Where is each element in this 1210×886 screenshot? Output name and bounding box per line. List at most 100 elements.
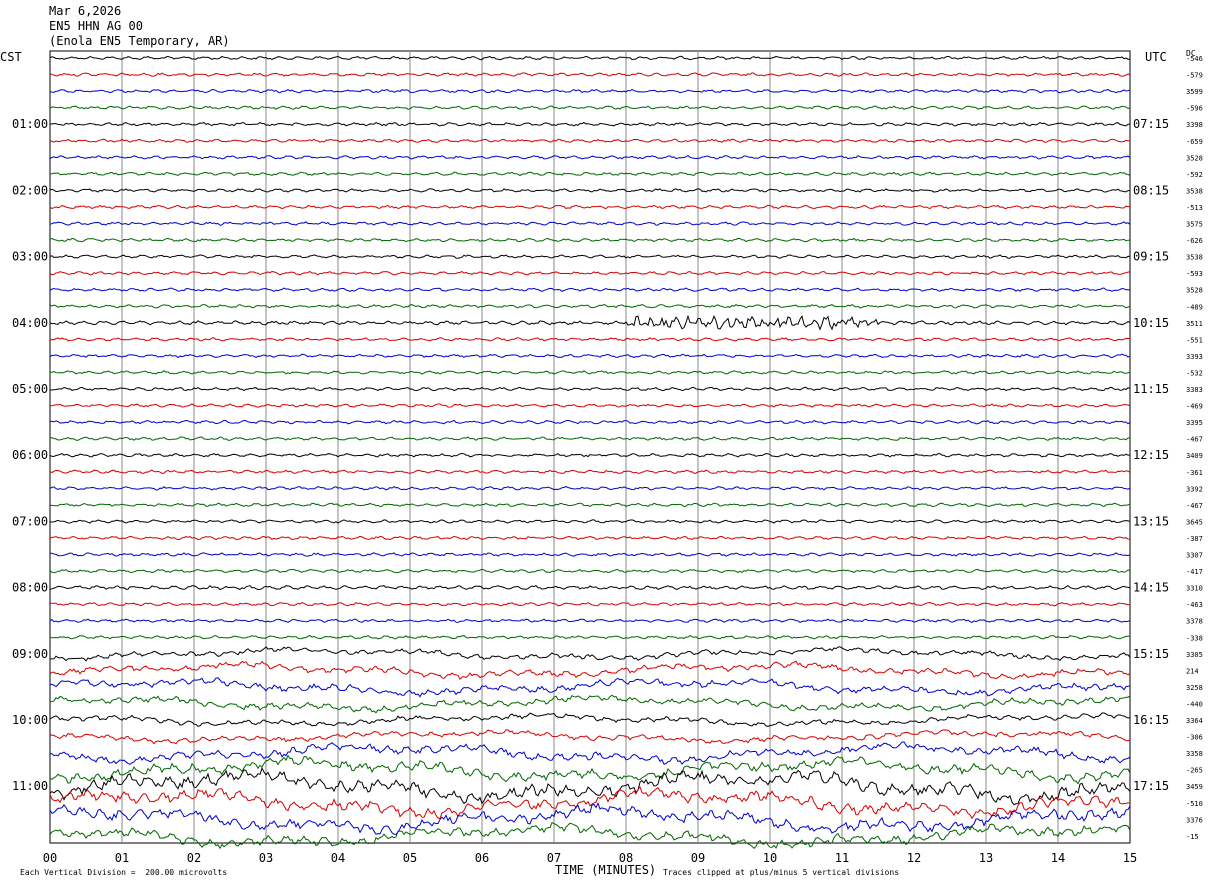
dc-offset-label: 3383: [1186, 386, 1203, 394]
trace-line: [49, 568, 1131, 574]
dc-offset-label: -467: [1186, 436, 1203, 444]
hour-label-left: 08:00: [12, 581, 48, 595]
x-axis-title: TIME (MINUTES): [555, 863, 657, 877]
trace-line: [49, 452, 1130, 458]
trace-line: [49, 601, 1131, 607]
dc-offset-label: 3575: [1186, 221, 1203, 229]
hour-label-left: 04:00: [12, 316, 48, 330]
dc-offset-label: -592: [1186, 171, 1203, 179]
hour-label-left: 09:00: [12, 647, 48, 661]
trace-line: [49, 303, 1131, 309]
x-tick-label: 09: [691, 851, 705, 865]
hour-label-right: 09:15: [1133, 250, 1169, 264]
hour-label-right: 12:15: [1133, 448, 1169, 462]
dc-offset-label: -265: [1186, 767, 1203, 775]
trace-line: [49, 552, 1131, 557]
dc-offset-label: 3398: [1186, 121, 1203, 129]
hour-label-left: 01:00: [12, 117, 48, 131]
trace-line: [50, 403, 1131, 408]
dc-label: DC: [1186, 49, 1196, 58]
dc-offset-label: -593: [1186, 270, 1203, 278]
dc-offset-label: -579: [1186, 72, 1203, 80]
dc-offset-label: 3395: [1186, 419, 1203, 427]
dc-offset-label: 3511: [1186, 320, 1203, 328]
dc-offset-label: 3310: [1186, 585, 1203, 593]
trace-line: [49, 171, 1131, 177]
dc-offset-label: -596: [1186, 105, 1203, 113]
dc-offset-label: -626: [1186, 237, 1203, 245]
hour-label-left: 02:00: [12, 183, 48, 197]
dc-offset-label: 3378: [1186, 618, 1203, 626]
dc-offset-label: -469: [1186, 403, 1203, 411]
x-tick-label: 14: [1051, 851, 1065, 865]
hour-label-left: 05:00: [12, 382, 48, 396]
trace-line: [49, 584, 1131, 591]
left-timezone-label: CST: [0, 50, 22, 64]
dc-offset-label: -546: [1186, 55, 1203, 63]
trace-line: [49, 469, 1131, 474]
hour-label-right: 14:15: [1133, 581, 1169, 595]
dc-offset-label: -513: [1186, 204, 1203, 212]
dc-offset-label: 3528: [1186, 154, 1203, 162]
trace-line: [49, 419, 1131, 425]
dc-offset-label: 3528: [1186, 287, 1203, 295]
dc-offset-label: 3364: [1186, 717, 1203, 725]
hour-label-right: 17:15: [1133, 779, 1169, 793]
trace-line: [49, 337, 1130, 342]
dc-offset-label: -338: [1186, 634, 1203, 642]
trace-line: [49, 754, 1131, 785]
footer-clip-note: Traces clipped at plus/minus 5 vertical …: [663, 868, 900, 877]
trace-line: [49, 801, 1131, 836]
trace-line: [49, 634, 1131, 640]
dc-offset-label: 3358: [1186, 750, 1203, 758]
trace-line: [49, 502, 1131, 508]
dc-offset-label: 3305: [1186, 651, 1203, 659]
trace-line: [49, 729, 1131, 745]
dc-offset-label: -510: [1186, 800, 1203, 808]
dc-offset-label: 3538: [1186, 187, 1203, 195]
hour-label-left: 10:00: [12, 713, 48, 727]
trace-line: [49, 121, 1131, 127]
hour-label-left: 06:00: [12, 448, 48, 462]
trace-line: [49, 660, 1131, 681]
x-tick-label: 04: [331, 851, 345, 865]
plot-frame: [49, 50, 1131, 844]
dc-offset-label: -361: [1186, 469, 1203, 477]
trace-line: [49, 485, 1131, 491]
trace-line: [50, 646, 1131, 662]
x-tick-label: 05: [403, 851, 417, 865]
dc-offset-label: -532: [1186, 369, 1203, 377]
trace-line: [50, 677, 1131, 698]
dc-offset-label: 214: [1186, 667, 1199, 675]
trace-line: [49, 785, 1131, 820]
x-tick-label: 00: [43, 851, 57, 865]
trace-line: [49, 237, 1131, 243]
dc-offset-label: 3392: [1186, 485, 1203, 493]
dc-offset-label: -659: [1186, 138, 1203, 146]
trace-line: [49, 314, 1131, 331]
dc-offset-label: -387: [1186, 535, 1203, 543]
hour-label-right: 10:15: [1133, 316, 1169, 330]
trace-line: [49, 766, 1131, 806]
dc-offset-label: 3645: [1186, 518, 1203, 526]
trace-line: [49, 741, 1131, 765]
dc-offset-label: 3376: [1186, 816, 1203, 824]
dc-offset-label: 3258: [1186, 684, 1203, 692]
trace-line: [49, 254, 1131, 259]
trace-line: [49, 618, 1131, 623]
x-tick-label: 03: [259, 851, 273, 865]
dc-offset-label: 3599: [1186, 88, 1203, 96]
x-tick-label: 11: [835, 851, 849, 865]
hour-label-right: 07:15: [1133, 117, 1169, 131]
trace-line: [49, 154, 1131, 160]
trace-line: [49, 270, 1131, 276]
right-timezone-label: UTC: [1145, 50, 1167, 64]
trace-line: [49, 204, 1131, 210]
trace-line: [49, 822, 1131, 850]
x-tick-label: 08: [619, 851, 633, 865]
dc-offset-label: 3459: [1186, 783, 1203, 791]
header-location: (Enola EN5 Temporary, AR): [49, 34, 230, 48]
x-tick-label: 12: [907, 851, 921, 865]
dc-offset-label: -467: [1186, 502, 1203, 510]
